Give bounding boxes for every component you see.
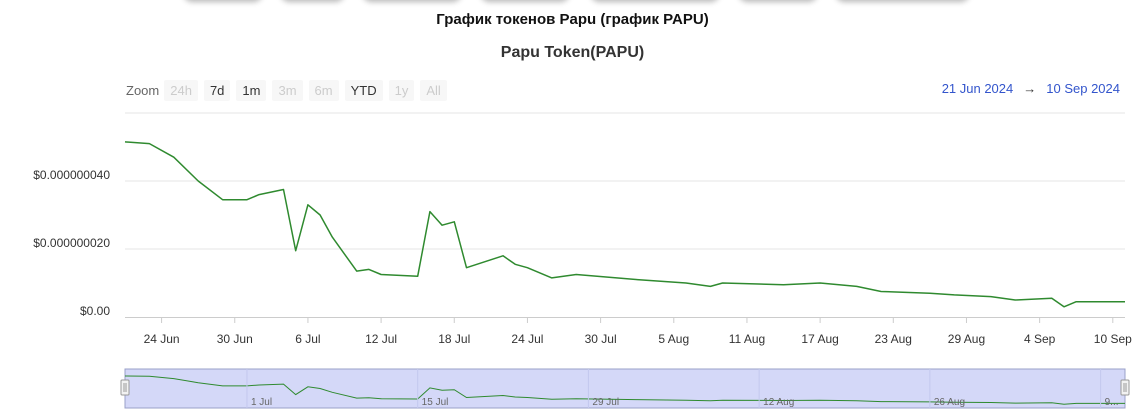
x-tick-label: 23 Aug	[875, 332, 912, 346]
x-tick-label: 18 Jul	[438, 332, 470, 346]
navigator-tick-label: 15 Jul	[422, 397, 449, 408]
x-tick-label: 29 Aug	[948, 332, 985, 346]
y-tick-label: $0.000000040	[33, 168, 110, 182]
zoom-button-ytd[interactable]: YTD	[344, 79, 383, 101]
navigator-tick-label: 26 Aug	[934, 397, 965, 408]
date-range-to[interactable]: 10 Sep 2024	[1046, 81, 1120, 96]
x-tick-label: 6 Jul	[295, 332, 320, 346]
navigator-tick-label: 1 Jul	[251, 397, 272, 408]
x-tick-label: 30 Jul	[585, 332, 617, 346]
x-tick-label: 24 Jun	[144, 332, 180, 346]
range-selector: Zoom 24h 7d 1m 3m 6m YTD 1y All	[126, 79, 453, 101]
price-line	[124, 141, 1125, 308]
zoom-button-24h[interactable]: 24h	[164, 79, 198, 101]
x-tick-label: 17 Aug	[801, 332, 838, 346]
zoom-button-3m[interactable]: 3m	[272, 79, 303, 101]
arrow-right-icon: →	[1023, 81, 1037, 96]
navigator-tick-label: 29 Jul	[592, 397, 619, 408]
navigator-window	[124, 368, 1126, 409]
zoom-button-6m[interactable]: 6m	[308, 79, 339, 101]
navigator-tick-label: 9...	[1105, 397, 1119, 408]
x-tick-label: 24 Jul	[511, 332, 543, 346]
navigator-tick-label: 12 Aug	[763, 397, 794, 408]
date-range-from[interactable]: 21 Jun 2024	[941, 81, 1014, 96]
chart-title: Papu Token(PAPU)	[500, 44, 645, 61]
zoom-button-all[interactable]: All	[420, 79, 447, 101]
zoom-label: Zoom	[126, 82, 160, 98]
x-tick-label: 10 Sep	[1094, 332, 1132, 346]
zoom-button-1m[interactable]: 1m	[236, 79, 267, 101]
navigator-line	[124, 375, 1125, 405]
page-heading: График токенов Papu (график PAPU)	[436, 11, 709, 28]
y-tick-label: $0.00	[80, 304, 110, 318]
x-tick-label: 11 Aug	[729, 332, 765, 346]
x-tick-label: 5 Aug	[658, 332, 689, 346]
navigator-handle-right[interactable]	[1120, 379, 1130, 396]
x-tick-label: 12 Jul	[365, 332, 397, 346]
zoom-button-7d[interactable]: 7d	[203, 79, 231, 101]
date-range: 21 Jun 2024 → 10 Sep 2024	[942, 81, 1120, 96]
zoom-button-1y[interactable]: 1y	[388, 79, 415, 101]
x-tick-label: 4 Sep	[1024, 332, 1056, 346]
x-tick-label: 30 Jun	[217, 332, 253, 346]
navigator-handle-left[interactable]	[120, 379, 130, 396]
y-tick-label: $0.000000020	[33, 236, 110, 250]
